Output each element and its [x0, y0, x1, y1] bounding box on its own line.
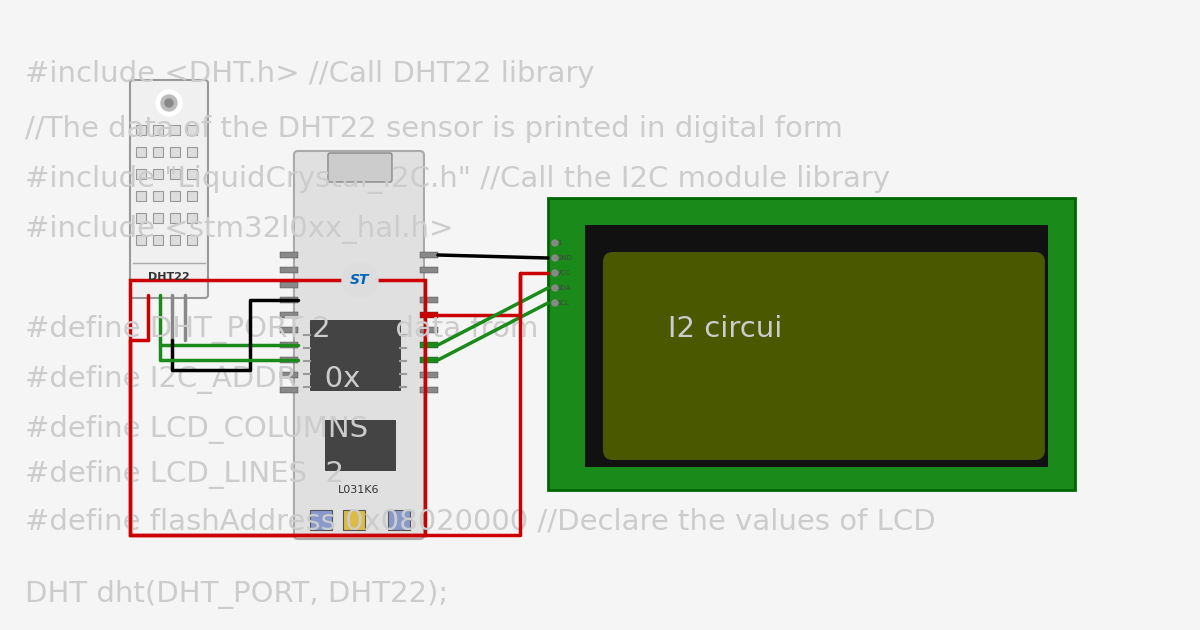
Bar — [187, 125, 197, 135]
Circle shape — [156, 90, 182, 116]
Bar — [420, 342, 438, 348]
Circle shape — [342, 262, 378, 298]
Bar — [420, 312, 438, 318]
Bar — [136, 169, 146, 179]
Text: #include "LiquidCrystal_I2C.h" //Call the I2C module library: #include "LiquidCrystal_I2C.h" //Call th… — [25, 165, 890, 194]
Bar — [280, 387, 298, 393]
Bar — [130, 280, 425, 535]
Bar — [136, 235, 146, 245]
Bar — [548, 198, 1075, 490]
Bar — [170, 235, 180, 245]
FancyBboxPatch shape — [130, 80, 208, 298]
FancyBboxPatch shape — [294, 151, 424, 539]
Bar — [136, 213, 146, 223]
Bar — [280, 282, 298, 288]
FancyBboxPatch shape — [602, 252, 1045, 460]
Bar — [170, 191, 180, 201]
Bar — [310, 510, 332, 530]
Bar — [420, 357, 438, 363]
Text: #include <stm32l0xx_hal.h>: #include <stm32l0xx_hal.h> — [25, 215, 454, 244]
Bar — [280, 267, 298, 273]
Circle shape — [552, 285, 558, 291]
Text: VCC: VCC — [557, 270, 571, 276]
Bar — [187, 147, 197, 157]
Bar — [280, 342, 298, 348]
Bar — [152, 213, 163, 223]
Text: 1: 1 — [557, 240, 562, 246]
Bar — [136, 191, 146, 201]
Text: #define LCD_COLUMNS: #define LCD_COLUMNS — [25, 415, 368, 444]
Text: GND: GND — [557, 255, 572, 261]
Text: #define flashAddress 0x08020000 //Declare the values of LCD: #define flashAddress 0x08020000 //Declar… — [25, 507, 936, 535]
Text: #define I2C_ADDR   0x: #define I2C_ADDR 0x — [25, 365, 360, 394]
Text: #define DHT_PORT 2       data from              I2 circui: #define DHT_PORT 2 data from I2 circui — [25, 315, 782, 344]
FancyBboxPatch shape — [328, 153, 392, 182]
Text: DHT22: DHT22 — [148, 272, 190, 282]
Circle shape — [552, 270, 558, 276]
Text: DHT dht(DHT_PORT, DHT22);: DHT dht(DHT_PORT, DHT22); — [25, 580, 448, 609]
Text: ST: ST — [350, 273, 370, 287]
Bar — [152, 235, 163, 245]
Bar — [187, 213, 197, 223]
Bar — [280, 327, 298, 333]
Bar — [187, 191, 197, 201]
Bar — [136, 125, 146, 135]
Bar — [152, 191, 163, 201]
Text: SDA: SDA — [557, 285, 571, 291]
Bar — [187, 169, 197, 179]
Text: #define LCD_LINES  2: #define LCD_LINES 2 — [25, 460, 344, 489]
Bar — [310, 320, 400, 390]
Bar — [152, 169, 163, 179]
Bar — [280, 312, 298, 318]
Bar — [170, 169, 180, 179]
Circle shape — [552, 240, 558, 246]
Bar — [420, 372, 438, 378]
Bar — [420, 297, 438, 303]
Bar — [280, 297, 298, 303]
Bar — [420, 267, 438, 273]
Bar — [325, 420, 395, 470]
Bar — [584, 225, 1048, 467]
Text: L031K6: L031K6 — [338, 485, 379, 495]
Circle shape — [164, 99, 173, 107]
Text: #include <DHT.h> //Call DHT22 library: #include <DHT.h> //Call DHT22 library — [25, 60, 595, 88]
Text: //The data of the DHT22 sensor is printed in digital form: //The data of the DHT22 sensor is printe… — [25, 115, 842, 143]
Circle shape — [552, 300, 558, 306]
Bar — [170, 147, 180, 157]
Bar — [420, 327, 438, 333]
Circle shape — [161, 95, 176, 111]
Bar — [388, 510, 410, 530]
Bar — [152, 147, 163, 157]
Text: SCL: SCL — [557, 300, 570, 306]
Bar — [152, 125, 163, 135]
Circle shape — [552, 255, 558, 261]
Bar — [280, 372, 298, 378]
Bar — [170, 125, 180, 135]
Bar — [420, 252, 438, 258]
Bar — [136, 147, 146, 157]
Bar — [187, 235, 197, 245]
Bar — [280, 252, 298, 258]
Bar — [280, 357, 298, 363]
Bar — [170, 213, 180, 223]
Bar — [420, 387, 438, 393]
Bar — [343, 510, 365, 530]
